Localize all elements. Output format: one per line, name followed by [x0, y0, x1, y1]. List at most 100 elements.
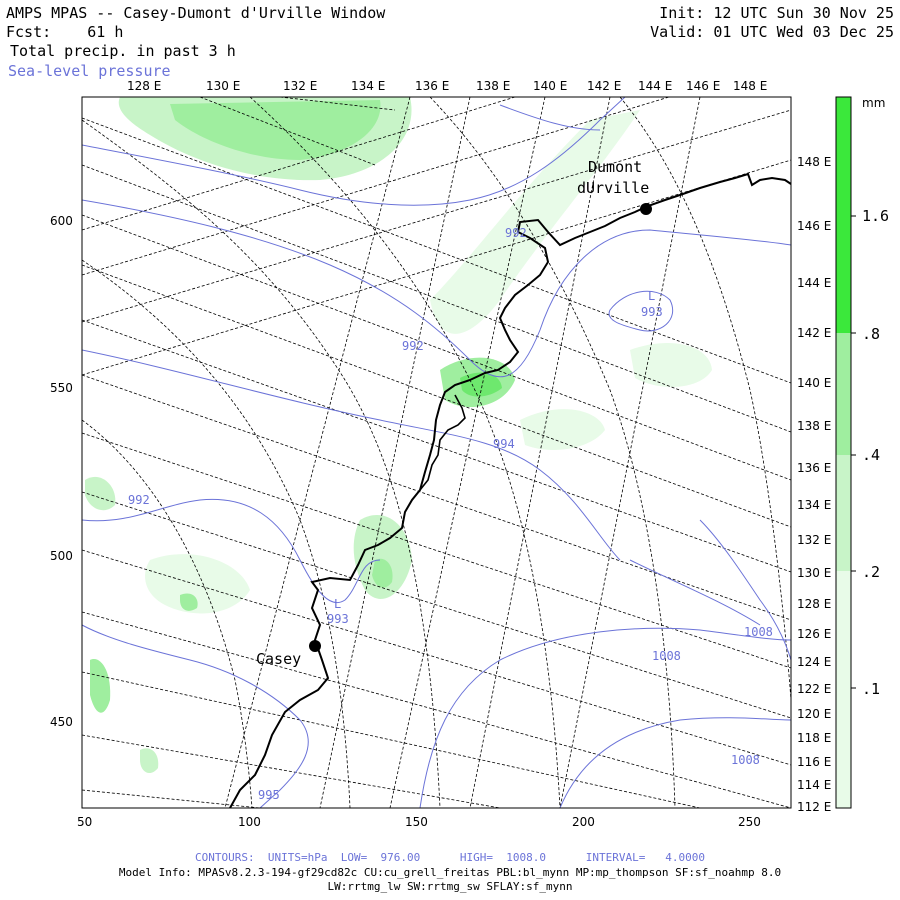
map-title: AMPS MPAS -- Casey-Dumont d'Urville Wind…: [6, 4, 386, 22]
colorbar-swatch-mid: [836, 455, 851, 571]
overlay-name: Sea-level pressure: [8, 62, 171, 80]
station-marker-casey: [309, 640, 321, 652]
colorbar: [835, 96, 856, 809]
precip-patch-mid2: [372, 558, 393, 588]
contour-info: CONTOURS: UNITS=hPa LOW= 976.00 HIGH= 10…: [195, 851, 705, 864]
grid-line: [82, 97, 671, 276]
grid-line: [199, 97, 376, 166]
top-lon-label: 136 E: [415, 79, 450, 93]
colorbar-label: .1: [862, 680, 881, 698]
top-lon-label: 130 E: [206, 79, 241, 93]
grid-arc: [619, 97, 791, 701]
top-lon-label: 134 E: [351, 79, 386, 93]
grid-line: [82, 264, 791, 528]
bottom-x-label: 50: [77, 815, 93, 829]
right-lon-label: 130 E: [797, 566, 832, 580]
right-lon-label: 140 E: [797, 376, 832, 390]
precip-patch-east4: [630, 342, 712, 388]
contour-label: 1008: [652, 649, 681, 663]
grid-line: [82, 214, 791, 481]
grid-line: [279, 97, 396, 111]
left-y-label: 600: [50, 214, 73, 228]
contour-label: 993: [327, 612, 349, 626]
left-y-label: 550: [50, 381, 73, 395]
precip-patch-east2: [460, 372, 502, 397]
colorbar-swatch-low: [836, 571, 851, 688]
top-lon-label: 148 E: [733, 79, 768, 93]
grid-line: [82, 159, 791, 376]
precip-core-north: [170, 100, 381, 160]
colorbar-label: .8: [862, 325, 881, 343]
forecast-hour: Fcst: 61 h: [6, 23, 124, 41]
contour-line: [699, 519, 791, 661]
grid-line: [82, 109, 791, 323]
right-lon-label: 136 E: [797, 461, 832, 475]
grid-arc: [429, 97, 676, 808]
precip-patch-east3: [520, 409, 605, 450]
coastline-inner: [419, 394, 466, 491]
precip-patch-west3: [85, 476, 116, 511]
grid-line: [82, 97, 516, 231]
longitude-grid: [82, 97, 791, 808]
top-lon-label: 142 E: [587, 79, 622, 93]
right-lon-label: 132 E: [797, 533, 832, 547]
right-lon-label: 124 E: [797, 655, 832, 669]
left-y-label: 500: [50, 549, 73, 563]
station-marker-dumont-durville: [640, 203, 652, 215]
right-lon-label: 134 E: [797, 498, 832, 512]
station-label-durville: dUrville: [577, 179, 650, 197]
station-label-dumont: Dumont: [588, 158, 643, 176]
right-lon-label: 114 E: [797, 778, 832, 792]
valid-time: Valid: 01 UTC Wed 03 Dec 25: [650, 23, 894, 41]
right-lon-label: 126 E: [797, 627, 832, 641]
contour-line: [499, 104, 601, 131]
map-frame: [81, 96, 792, 809]
top-lon-label: 144 E: [638, 79, 673, 93]
precip-patch-se: [140, 748, 159, 774]
contour-line: [608, 290, 674, 332]
contour-label: 1008: [744, 625, 773, 639]
right-lon-label: 118 E: [797, 731, 832, 745]
colorbar-swatch-lowest: [836, 688, 851, 808]
low-pressure-marker: L: [334, 597, 342, 611]
grid-line: [224, 97, 411, 808]
colorbar-frame: [835, 96, 852, 809]
right-lon-label: 148 E: [797, 155, 832, 169]
grid-line: [82, 164, 791, 433]
grid-line: [82, 117, 791, 384]
grid-line: [82, 549, 791, 766]
grid-line: [82, 611, 791, 808]
bottom-x-label: 200: [572, 815, 595, 829]
bottom-x-label: 150: [405, 815, 428, 829]
station-label-casey: Casey: [256, 650, 302, 668]
init-time: Init: 12 UTC Sun 30 Nov 25: [659, 4, 894, 22]
contour-line: [419, 627, 791, 808]
grid-arc: [82, 119, 441, 808]
grid-arc: [82, 259, 351, 808]
contour-label: 995: [258, 788, 280, 802]
contour-label: 992: [402, 339, 424, 353]
bottom-x-label: 100: [238, 815, 261, 829]
contour-line: [82, 97, 626, 206]
right-lon-label: 138 E: [797, 419, 832, 433]
bottom-x-label: 250: [738, 815, 761, 829]
top-lon-label: 146 E: [686, 79, 721, 93]
field-name: Total precip. in past 3 h: [10, 42, 236, 60]
grid-line: [82, 734, 501, 808]
grid-line: [82, 491, 791, 719]
grid-line: [319, 97, 471, 808]
grid-line: [82, 374, 791, 621]
left-y-label: 450: [50, 715, 73, 729]
top-lon-label: 132 E: [283, 79, 318, 93]
colorbar-label: .4: [862, 446, 881, 464]
right-lon-label: 112 E: [797, 800, 832, 814]
colorbar-unit: mm: [862, 96, 886, 110]
right-lon-label: 116 E: [797, 755, 832, 769]
colorbar-label: 1.6: [862, 207, 890, 225]
right-lon-label: 142 E: [797, 326, 832, 340]
contour-label: 994: [493, 437, 515, 451]
contour-line: [82, 199, 791, 378]
colorbar-label: .2: [862, 563, 881, 581]
contour-line: [629, 559, 761, 626]
